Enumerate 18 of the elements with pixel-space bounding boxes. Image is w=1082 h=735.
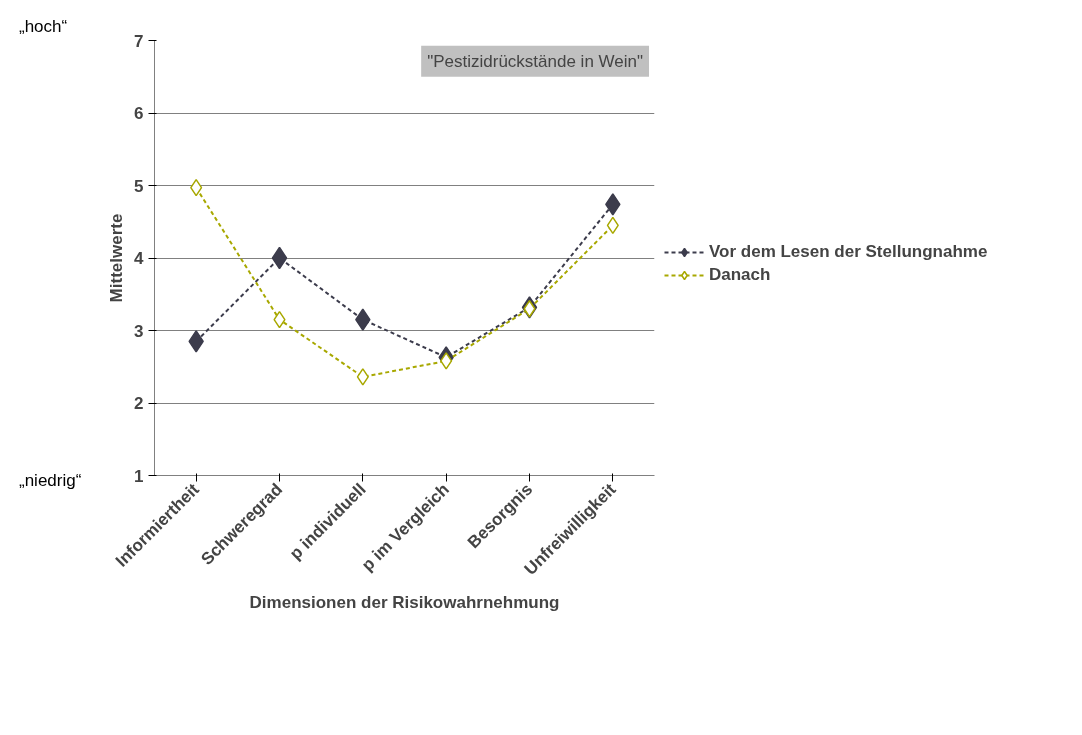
y-tick-label: 1 — [134, 466, 144, 486]
point — [440, 352, 453, 370]
y-axis-title: Mittelwerte — [107, 213, 127, 303]
text: „niedrig“ — [19, 470, 82, 492]
text: „hoch“ — [19, 16, 68, 38]
annotation: "Pestizidrückstände in Wein" — [427, 51, 644, 71]
point — [523, 300, 536, 318]
point — [356, 368, 369, 386]
y-tick-label: 2 — [134, 394, 144, 413]
y-tick-label: 3 — [134, 321, 144, 341]
y-tick-label: 7 — [134, 31, 144, 51]
legend-label: Vor dem Lesen der Stellungnahme — [709, 242, 988, 262]
legend-label: Danach — [709, 265, 771, 285]
x-axis-title: Dimensionen der Risikowahrnehmung — [249, 593, 560, 613]
y-tick-label: 5 — [134, 176, 144, 196]
y-tick-label: 4 — [134, 249, 145, 268]
y-tick-label: 6 — [134, 104, 144, 123]
point — [271, 246, 288, 270]
